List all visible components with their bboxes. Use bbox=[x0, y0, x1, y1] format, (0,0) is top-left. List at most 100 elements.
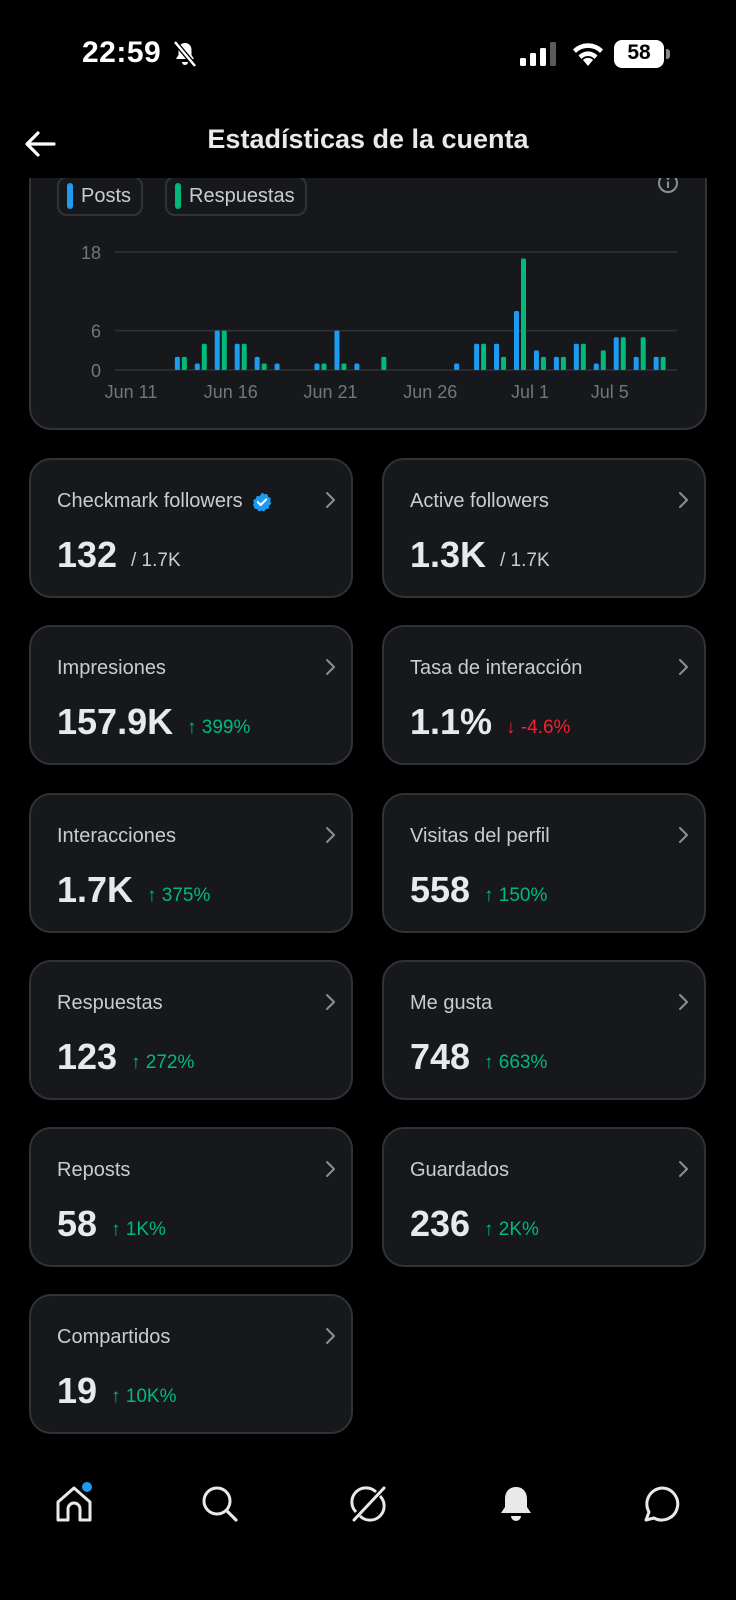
chart-card: 0 6 18 Jun 11 Jun 16 Jun 21 Jun 26 Jul 1 Jul 5 P… bbox=[29, 150, 707, 430]
bar-replies[interactable] bbox=[201, 343, 207, 370]
stat-label: Impresiones bbox=[57, 657, 166, 680]
search-icon[interactable] bbox=[198, 1482, 242, 1526]
messages-icon[interactable] bbox=[640, 1482, 684, 1526]
bar-replies[interactable] bbox=[640, 337, 646, 370]
stat-card-respuestas[interactable]: Respuestas 123 ↑ 272% bbox=[29, 960, 353, 1100]
bar-posts[interactable] bbox=[254, 356, 260, 370]
y-tick-label: 6 bbox=[91, 322, 101, 342]
bar-replies[interactable] bbox=[580, 343, 586, 370]
stat-card-visitas-del-perfil[interactable]: Visitas del perfil 558 ↑ 150% bbox=[382, 793, 706, 933]
stat-total: / 1.7K bbox=[500, 550, 550, 571]
stat-card-impresiones[interactable]: Impresiones 157.9K ↑ 399% bbox=[29, 625, 353, 765]
bottom-navigation bbox=[0, 1436, 736, 1600]
stat-label-text: Impresiones bbox=[57, 657, 166, 679]
bar-posts[interactable] bbox=[334, 330, 340, 370]
bar-posts[interactable] bbox=[314, 363, 320, 370]
stat-change: ↑ 272% bbox=[131, 1052, 195, 1073]
stat-label: Respuestas bbox=[57, 992, 163, 1015]
y-tick-label: 18 bbox=[81, 243, 101, 263]
bar-replies[interactable] bbox=[221, 330, 227, 370]
bar-replies[interactable] bbox=[620, 337, 626, 370]
x-tick-label: Jul 5 bbox=[591, 382, 629, 402]
stat-change: ↑ 150% bbox=[484, 885, 548, 906]
bar-posts[interactable] bbox=[214, 330, 220, 370]
bar-replies[interactable] bbox=[381, 356, 387, 370]
bar-replies[interactable] bbox=[560, 356, 566, 370]
chevron-right-icon bbox=[679, 827, 688, 843]
stat-card-me-gusta[interactable]: Me gusta 748 ↑ 663% bbox=[382, 960, 706, 1100]
stat-value: 132 bbox=[57, 534, 118, 575]
legend-replies-swatch bbox=[175, 183, 181, 209]
stat-value: 123 bbox=[57, 1036, 118, 1077]
top-header: Estadísticas de la cuenta bbox=[0, 108, 736, 178]
bar-posts[interactable] bbox=[514, 311, 519, 370]
bar-replies[interactable] bbox=[600, 350, 606, 370]
bar-posts[interactable] bbox=[573, 343, 579, 370]
stat-value: 748 bbox=[410, 1036, 471, 1077]
stat-change: ↑ 399% bbox=[187, 717, 251, 738]
bar-replies[interactable] bbox=[261, 363, 267, 370]
bar-posts[interactable] bbox=[234, 343, 240, 370]
bar-posts[interactable] bbox=[494, 343, 500, 370]
grok-icon[interactable] bbox=[346, 1482, 390, 1526]
bell-off-icon bbox=[173, 40, 197, 68]
bar-replies[interactable] bbox=[540, 356, 546, 370]
stat-label: Guardados bbox=[410, 1159, 509, 1182]
x-tick-label: Jun 11 bbox=[105, 382, 158, 402]
stat-value: 157.9K bbox=[57, 701, 174, 742]
bar-replies[interactable] bbox=[241, 343, 247, 370]
bar-posts[interactable] bbox=[174, 356, 180, 370]
legend-replies[interactable]: Respuestas bbox=[165, 176, 307, 216]
stat-card-checkmark-followers[interactable]: Checkmark followers 132 / 1.7K bbox=[29, 458, 353, 598]
verified-badge-icon bbox=[252, 492, 271, 511]
home-icon[interactable] bbox=[52, 1482, 96, 1526]
bar-posts[interactable] bbox=[613, 337, 619, 370]
x-tick-label: Jun 16 bbox=[204, 382, 258, 402]
bar-posts[interactable] bbox=[354, 363, 360, 370]
chevron-right-icon bbox=[326, 1161, 335, 1177]
bar-posts[interactable] bbox=[533, 350, 539, 370]
chevron-right-icon bbox=[326, 659, 335, 675]
stat-label-text: Guardados bbox=[410, 1159, 509, 1181]
bar-posts[interactable] bbox=[274, 363, 280, 370]
bar-replies[interactable] bbox=[660, 356, 666, 370]
bar-replies[interactable] bbox=[481, 343, 487, 370]
stat-change: ↑ 1K% bbox=[111, 1219, 166, 1240]
bar-replies[interactable] bbox=[321, 363, 327, 370]
bar-posts[interactable] bbox=[194, 363, 200, 370]
back-arrow-icon[interactable] bbox=[20, 124, 60, 164]
status-time: 22:59 bbox=[82, 36, 162, 69]
stat-label: Reposts bbox=[57, 1159, 130, 1182]
stat-change: ↑ 2K% bbox=[484, 1219, 539, 1240]
stat-change: ↑ 10K% bbox=[111, 1386, 177, 1407]
battery-indicator: 58 bbox=[614, 40, 670, 68]
stat-value: 1.7K bbox=[57, 869, 134, 910]
bar-posts[interactable] bbox=[633, 356, 639, 370]
stat-card-reposts[interactable]: Reposts 58 ↑ 1K% bbox=[29, 1127, 353, 1267]
stat-change: ↑ 375% bbox=[147, 885, 211, 906]
legend-posts[interactable]: Posts bbox=[57, 176, 144, 216]
stat-value: 236 bbox=[410, 1203, 471, 1244]
stat-card-tasa-de-interacción[interactable]: Tasa de interacción 1.1% ↓ -4.6% bbox=[382, 625, 706, 765]
bar-replies[interactable] bbox=[521, 258, 526, 370]
chevron-right-icon bbox=[679, 492, 688, 508]
bar-replies[interactable] bbox=[501, 356, 507, 370]
wifi-icon bbox=[573, 43, 603, 66]
stat-card-compartidos[interactable]: Compartidos 19 ↑ 10K% bbox=[29, 1294, 353, 1434]
bar-posts[interactable] bbox=[553, 356, 559, 370]
bar-replies[interactable] bbox=[341, 363, 347, 370]
stat-label: Tasa de interacción bbox=[410, 657, 582, 680]
chevron-right-icon bbox=[326, 994, 335, 1010]
stat-card-guardados[interactable]: Guardados 236 ↑ 2K% bbox=[382, 1127, 706, 1267]
stat-card-active-followers[interactable]: Active followers 1.3K / 1.7K bbox=[382, 458, 706, 598]
legend-replies-label: Respuestas bbox=[189, 184, 295, 207]
bar-posts[interactable] bbox=[653, 356, 659, 370]
stat-card-interacciones[interactable]: Interacciones 1.7K ↑ 375% bbox=[29, 793, 353, 933]
bar-replies[interactable] bbox=[181, 356, 187, 370]
notifications-icon[interactable] bbox=[494, 1482, 538, 1526]
bar-posts[interactable] bbox=[454, 363, 460, 370]
bar-posts[interactable] bbox=[593, 363, 599, 370]
chevron-right-icon bbox=[326, 492, 335, 508]
bar-posts[interactable] bbox=[474, 343, 480, 370]
chevron-right-icon bbox=[679, 994, 688, 1010]
